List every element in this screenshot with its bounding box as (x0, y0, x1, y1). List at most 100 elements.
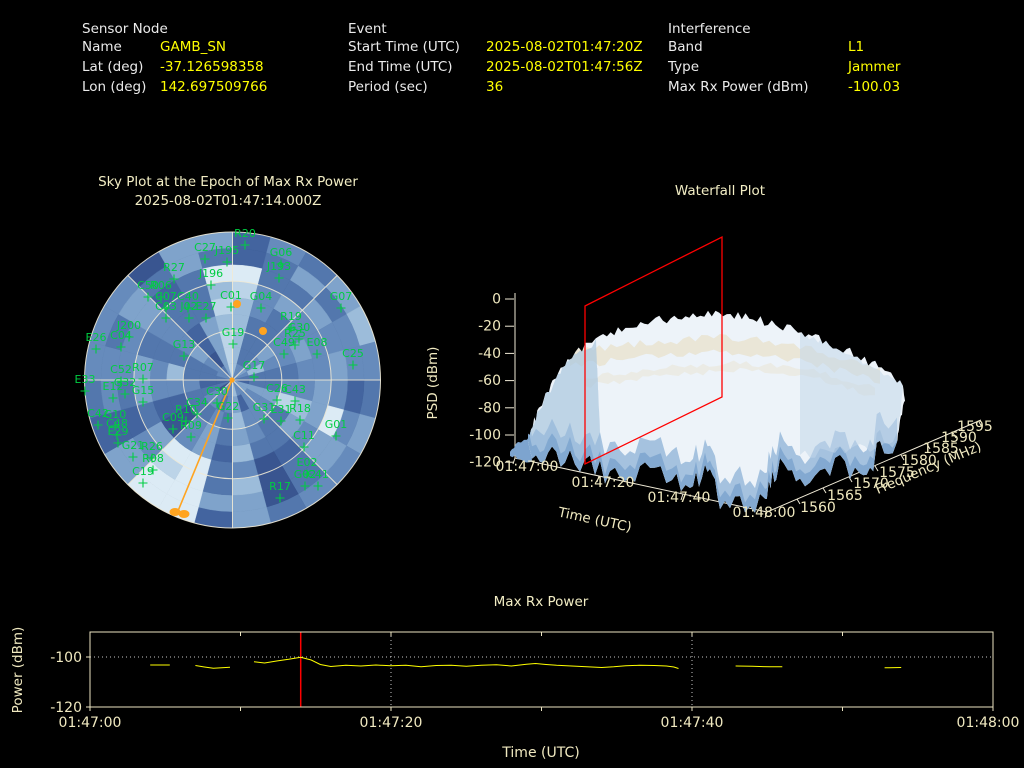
time-tick (512, 457, 516, 465)
satellite-label: C27 (194, 241, 216, 254)
sensor-lon-label: Lon (deg) (82, 79, 147, 95)
satellite-label: R09 (180, 419, 202, 432)
satellite-label: G21 (122, 439, 145, 452)
frequency-tick-label: 1590 (941, 430, 977, 446)
interference-type-value: Jammer (848, 59, 901, 75)
waterfall-time-tick-label: 01:48:00 (733, 505, 796, 521)
event-end-label: End Time (UTC) (348, 59, 453, 75)
sensor-node-heading: Sensor Node (82, 21, 168, 37)
bearing-line (177, 379, 233, 512)
psd-tick-label: -40 (478, 346, 501, 362)
frequency-tick (978, 421, 983, 428)
satellite-marker (93, 420, 103, 430)
satellite-label: C09 (162, 411, 184, 424)
power-y-axis-label: Power (dBm) (10, 627, 26, 714)
bearing-terminus-blob (178, 510, 190, 518)
satellite-marker (116, 376, 126, 386)
satellite-label: G07 (330, 290, 353, 303)
satellite-label: G04 (250, 290, 273, 303)
satellite-marker (300, 481, 310, 491)
frequency-tick-label: 1560 (800, 500, 836, 516)
psd-tick-label: 0 (492, 292, 501, 308)
satellite-label: R10 (175, 403, 197, 416)
psd-tick-label: -120 (469, 455, 501, 471)
satellite-marker (336, 303, 346, 313)
satellite-label: E08 (307, 336, 328, 349)
event-period-label: Period (sec) (348, 79, 428, 95)
power-x-tick-label: 01:47:40 (661, 715, 724, 731)
satellite-marker (161, 313, 171, 323)
power-y-tick-label: -100 (50, 650, 82, 666)
satellite-marker (259, 414, 269, 424)
frequency-tick-label: 1570 (853, 476, 889, 492)
sensor-name-label: Name (82, 39, 122, 55)
waterfall-psd-axis-label: PSD (dBm) (425, 347, 441, 420)
satellite-marker (276, 259, 286, 269)
psd-tick-label: -60 (478, 373, 501, 389)
frequency-tick-label: 1595 (957, 419, 993, 435)
satellite-label: R19 (280, 310, 302, 323)
frequency-tick-label: 1565 (827, 488, 863, 504)
satellite-label: C03 (155, 300, 177, 313)
waterfall-epoch-plane (584, 235, 723, 466)
bearing-terminus-blob (169, 508, 181, 516)
satellite-label: E31 (271, 403, 292, 416)
satellite-label: C43 (284, 383, 306, 396)
max-rx-power-trace (253, 656, 679, 669)
satellite-marker (169, 274, 179, 284)
satellite-label: C30 (206, 385, 228, 398)
sensor-name-value: GAMB_SN (160, 39, 227, 55)
satellite-label: C52 (110, 363, 132, 376)
psd-tick-label: -20 (478, 319, 501, 335)
satellite-label: C49 (273, 336, 295, 349)
time-axis-line (514, 457, 768, 513)
interference-type-label: Type (668, 59, 700, 75)
sky-heatmap-cell (232, 379, 238, 397)
event-end-value: 2025-08-02T01:47:56Z (486, 59, 643, 75)
psd-tick-label: -80 (478, 400, 501, 416)
satellite-marker (249, 372, 259, 382)
satellite-label: C26 (266, 382, 288, 395)
frequency-tick (952, 432, 957, 439)
satellite-label: G01 (325, 418, 348, 431)
event-period-value: 36 (486, 79, 504, 95)
satellite-label: R20 (234, 227, 256, 240)
satellite-marker (240, 240, 250, 250)
satellite-label: J195 (214, 244, 239, 257)
satellite-marker (299, 442, 309, 452)
power-x-axis-label: Time (UTC) (501, 745, 579, 761)
satellite-marker (222, 257, 232, 267)
satellite-marker (120, 389, 130, 399)
satellite-label: G32 (114, 376, 137, 389)
satellite-marker (124, 332, 134, 342)
satellite-label: G06 (270, 246, 293, 259)
bearing-origin-dot (229, 377, 235, 383)
interference-heading: Interference (668, 21, 751, 37)
satellite-marker (192, 409, 202, 419)
epoch-plane-outline (584, 235, 723, 466)
max-rx-power-trace (735, 665, 783, 668)
satellite-label: C25 (342, 347, 364, 360)
waterfall-time-tick-label: 01:47:00 (496, 459, 559, 475)
surface-bottom-fringe (528, 428, 897, 513)
satellite-marker (290, 340, 300, 350)
sensor-lat-value: -37.126598358 (160, 59, 264, 75)
satellite-marker (212, 398, 222, 408)
waterfall-time-tick-label: 01:47:20 (572, 475, 635, 491)
power-chart-title: Max Rx Power (494, 594, 589, 610)
surface-tan-streak (585, 360, 875, 396)
waterfall-surface (510, 310, 905, 513)
satellite-marker (110, 421, 120, 431)
satellite-label: G13 (173, 338, 196, 351)
sky-heatmap-cell (232, 379, 241, 397)
satellite-marker (168, 424, 178, 434)
satellite-marker (128, 452, 138, 462)
psd-tick-label: -100 (469, 428, 501, 444)
satellite-marker (313, 481, 323, 491)
time-tick (764, 511, 768, 519)
satellite-marker (226, 302, 236, 312)
satellite-label: R17 (269, 480, 291, 493)
interference-power-label: Max Rx Power (dBm) (668, 79, 809, 95)
